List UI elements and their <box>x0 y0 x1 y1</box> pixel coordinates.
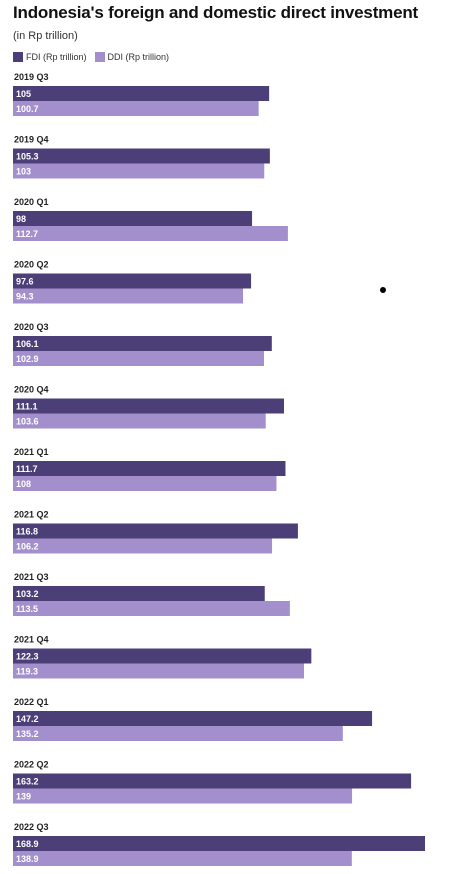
value-label-ddi-2019-q4: 103 <box>16 167 31 177</box>
value-label-fdi-2019-q3: 105 <box>16 89 31 99</box>
chart-legend: FDI (Rp trillion) DDI (Rp trillion) <box>13 52 177 62</box>
category-label-2022-q3: 2022 Q3 <box>14 822 49 832</box>
bar-ddi-2020-q1 <box>13 226 288 241</box>
bar-fdi-2020-q4 <box>13 398 285 414</box>
value-label-fdi-2020-q2: 97.6 <box>16 277 34 287</box>
bar-fdi-2021-q1 <box>13 461 286 476</box>
value-label-ddi-2022-q1: 135.2 <box>16 729 39 739</box>
category-label-2022-q1: 2022 Q1 <box>14 697 49 707</box>
bar-fdi-2019-q3 <box>13 86 270 101</box>
category-label-2020-q2: 2020 Q2 <box>14 260 49 270</box>
category-label-2019-q3: 2019 Q3 <box>14 72 49 82</box>
stray-dot-marker <box>380 287 386 293</box>
bar-ddi-2019-q3 <box>13 101 259 116</box>
bar-ddi-2020-q2 <box>13 288 244 304</box>
value-label-ddi-2022-q2: 139 <box>16 792 31 802</box>
value-label-fdi-2021-q4: 122.3 <box>16 652 39 662</box>
category-label-2020-q3: 2020 Q3 <box>14 322 49 332</box>
legend-label-ddi: DDI (Rp trillion) <box>107 52 170 62</box>
bar-fdi-2022-q3 <box>13 836 425 851</box>
bar-ddi-2020-q3 <box>13 351 265 366</box>
bar-ddi-2019-q4 <box>13 163 265 179</box>
bar-ddi-2021-q1 <box>13 476 277 491</box>
bar-ddi-2022-q2 <box>13 788 353 804</box>
bar-ddi-2022-q3 <box>13 851 352 866</box>
category-label-2020-q4: 2020 Q4 <box>14 385 49 395</box>
value-label-fdi-2021-q1: 111.7 <box>16 464 38 474</box>
bar-fdi-2020-q1 <box>13 211 253 226</box>
bar-fdi-2022-q1 <box>13 711 373 726</box>
bar-fdi-2020-q2 <box>13 273 252 289</box>
value-label-ddi-2019-q3: 100.7 <box>16 104 39 114</box>
bar-fdi-2021-q4 <box>13 648 312 664</box>
bar-ddi-2021-q2 <box>13 538 273 554</box>
bar-fdi-2020-q3 <box>13 336 272 351</box>
value-label-ddi-2020-q2: 94.3 <box>16 292 34 302</box>
category-label-2021-q1: 2021 Q1 <box>14 447 49 457</box>
bar-fdi-2021-q2 <box>13 523 298 539</box>
value-label-ddi-2020-q4: 103.6 <box>16 417 39 427</box>
value-label-ddi-2021-q1: 108 <box>16 479 31 489</box>
value-label-ddi-2020-q3: 102.9 <box>16 354 39 364</box>
value-label-ddi-2021-q4: 119.3 <box>16 667 38 677</box>
chart-title: Indonesia's foreign and domestic direct … <box>13 3 418 22</box>
bar-ddi-2020-q4 <box>13 413 266 429</box>
chart-subtitle: (in Rp trillion) <box>13 30 78 42</box>
bar-fdi-2022-q2 <box>13 773 412 789</box>
value-label-fdi-2020-q3: 106.1 <box>16 339 39 349</box>
category-label-2020-q1: 2020 Q1 <box>14 197 49 207</box>
value-label-fdi-2022-q2: 163.2 <box>16 777 39 787</box>
value-label-fdi-2019-q4: 105.3 <box>16 152 39 162</box>
category-label-2021-q4: 2021 Q4 <box>14 635 49 645</box>
legend-swatch-ddi <box>94 52 105 62</box>
legend-swatch-fdi <box>13 52 23 62</box>
value-label-fdi-2020-q1: 98 <box>16 214 26 224</box>
bar-fdi-2021-q3 <box>13 586 265 601</box>
category-label-2019-q4: 2019 Q4 <box>14 135 49 145</box>
value-label-ddi-2022-q3: 138.9 <box>16 854 39 864</box>
value-label-fdi-2022-q1: 147.2 <box>16 714 39 724</box>
value-label-fdi-2021-q3: 103.2 <box>16 589 39 599</box>
category-label-2022-q2: 2022 Q2 <box>14 760 49 770</box>
value-label-ddi-2021-q2: 106.2 <box>16 542 39 552</box>
legend-label-fdi: FDI (Rp trillion) <box>26 52 87 62</box>
value-label-ddi-2020-q1: 112.7 <box>16 229 38 239</box>
value-label-fdi-2021-q2: 116.8 <box>16 527 38 537</box>
value-label-ddi-2021-q3: 113.5 <box>16 604 38 614</box>
bar-fdi-2019-q4 <box>13 148 270 164</box>
category-label-2021-q3: 2021 Q3 <box>14 572 49 582</box>
bar-ddi-2021-q3 <box>13 601 290 616</box>
legend-item-ddi: DDI (Rp trillion) <box>94 52 170 62</box>
value-label-fdi-2022-q3: 168.9 <box>16 839 39 849</box>
value-label-fdi-2020-q4: 111.1 <box>16 402 38 412</box>
category-label-2021-q2: 2021 Q2 <box>14 510 49 520</box>
legend-item-fdi: FDI (Rp trillion) <box>13 52 87 62</box>
bar-ddi-2022-q1 <box>13 726 343 741</box>
bar-ddi-2021-q4 <box>13 663 305 679</box>
